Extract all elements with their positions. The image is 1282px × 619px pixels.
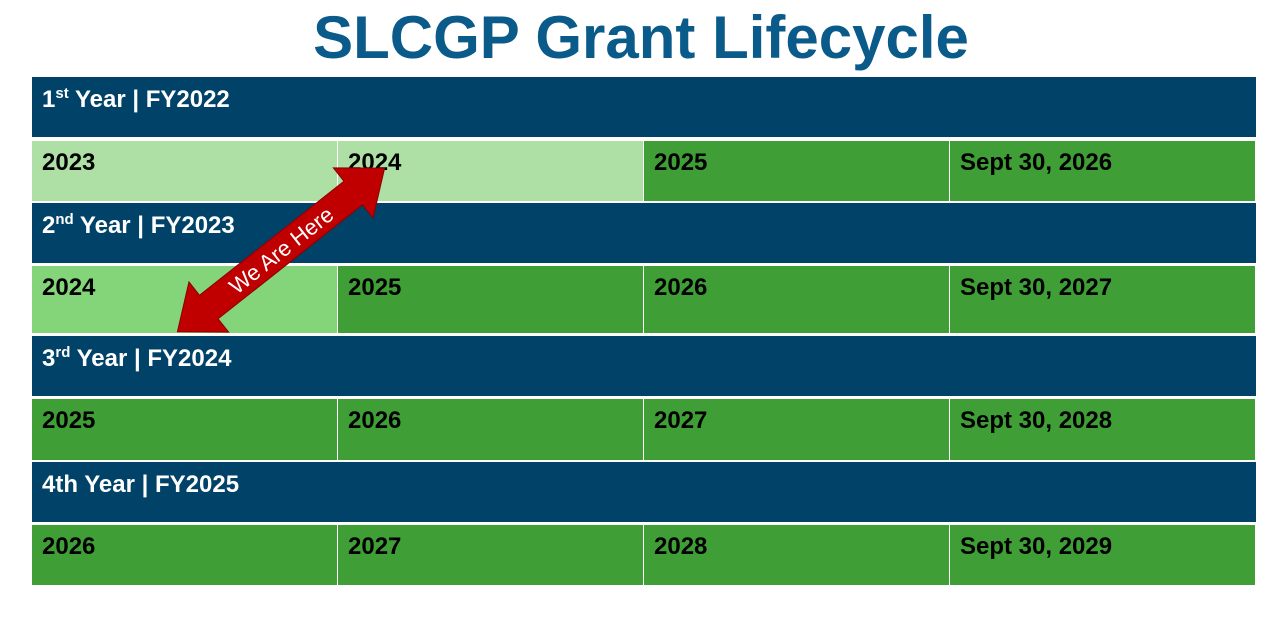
year-label: Year | FY2024: [70, 345, 232, 372]
page-title: SLCGP Grant Lifecycle: [313, 4, 969, 71]
year-cell: 2025: [32, 399, 337, 460]
year-header: 1st Year | FY2022: [32, 77, 1256, 137]
year-cell: Sept 30, 2027: [950, 266, 1255, 333]
year-ordinal: st: [55, 85, 69, 102]
year-ordinal: rd: [55, 344, 71, 361]
year-number: 2: [42, 212, 56, 239]
year-number: 4th: [42, 471, 78, 498]
year-cell: 2026: [644, 266, 949, 333]
year-label: Year | FY2023: [73, 212, 235, 239]
year-header: 4th Year | FY2025: [32, 462, 1256, 522]
arrow-shape: [176, 167, 386, 333]
year-cell: Sept 30, 2029: [950, 525, 1255, 585]
year-cell: 2027: [338, 525, 643, 585]
year-number: 1: [42, 86, 56, 113]
year-cell: Sept 30, 2026: [950, 141, 1255, 201]
year-cell: 2024: [338, 141, 643, 201]
year-cell: 2028: [644, 525, 949, 585]
year-header: 3rd Year | FY2024: [32, 336, 1256, 396]
year-cell: 2023: [32, 141, 337, 201]
arrow-label: We Are Here: [224, 202, 338, 299]
year-number: 3: [42, 345, 56, 372]
year-label: Year | FY2025: [78, 471, 240, 498]
year-cell: Sept 30, 2028: [950, 399, 1255, 460]
year-ordinal: nd: [55, 211, 74, 228]
year-cell: 2026: [32, 525, 337, 585]
year-cell: 2027: [644, 399, 949, 460]
year-header: 2nd Year | FY2023: [32, 203, 1256, 263]
year-cell: 2025: [644, 141, 949, 201]
year-cell: 2025: [338, 266, 643, 333]
year-label: Year | FY2022: [68, 86, 230, 113]
year-cell: 2026: [338, 399, 643, 460]
